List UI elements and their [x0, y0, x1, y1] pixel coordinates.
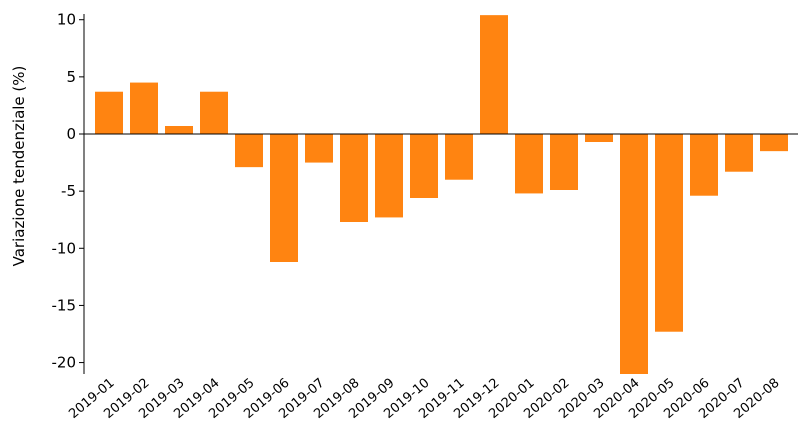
y-tick-label: 5	[66, 68, 76, 86]
bars-group	[95, 15, 788, 374]
bar-2019-12	[480, 15, 508, 134]
y-tick-label: 0	[66, 125, 76, 143]
bar-2019-09	[375, 134, 403, 218]
y-tick-label: -15	[52, 296, 77, 314]
bar-2019-01	[95, 91, 123, 134]
bar-2020-07	[725, 134, 753, 172]
bar-2020-08	[760, 134, 788, 152]
y-axis-label: Variazione tendenziale (%)	[10, 66, 28, 267]
bar-2020-02	[550, 134, 578, 190]
bar-2019-02	[130, 82, 158, 134]
y-axis: 10 5 0 -5 -10 -15 -20	[52, 11, 84, 372]
bar-2019-05	[235, 134, 263, 168]
bar-2019-07	[305, 134, 333, 163]
bar-2019-06	[270, 134, 298, 262]
bar-2019-04	[200, 91, 228, 134]
bar-2019-08	[340, 134, 368, 222]
bar-2019-03	[165, 126, 193, 134]
bar-2020-01	[515, 134, 543, 194]
bar-2019-11	[445, 134, 473, 180]
bar-2020-06	[690, 134, 718, 196]
bar-2019-10	[410, 134, 438, 198]
bar-2020-03	[585, 134, 613, 142]
x-axis: 2019-012019-022019-032019-042019-052019-…	[66, 376, 782, 422]
y-tick-label: 10	[57, 11, 76, 29]
y-tick-label: -5	[61, 182, 76, 200]
bar-2020-05	[655, 134, 683, 332]
y-tick-label: -10	[52, 239, 77, 257]
bar-2020-04	[620, 134, 648, 374]
y-tick-label: -20	[52, 354, 77, 372]
